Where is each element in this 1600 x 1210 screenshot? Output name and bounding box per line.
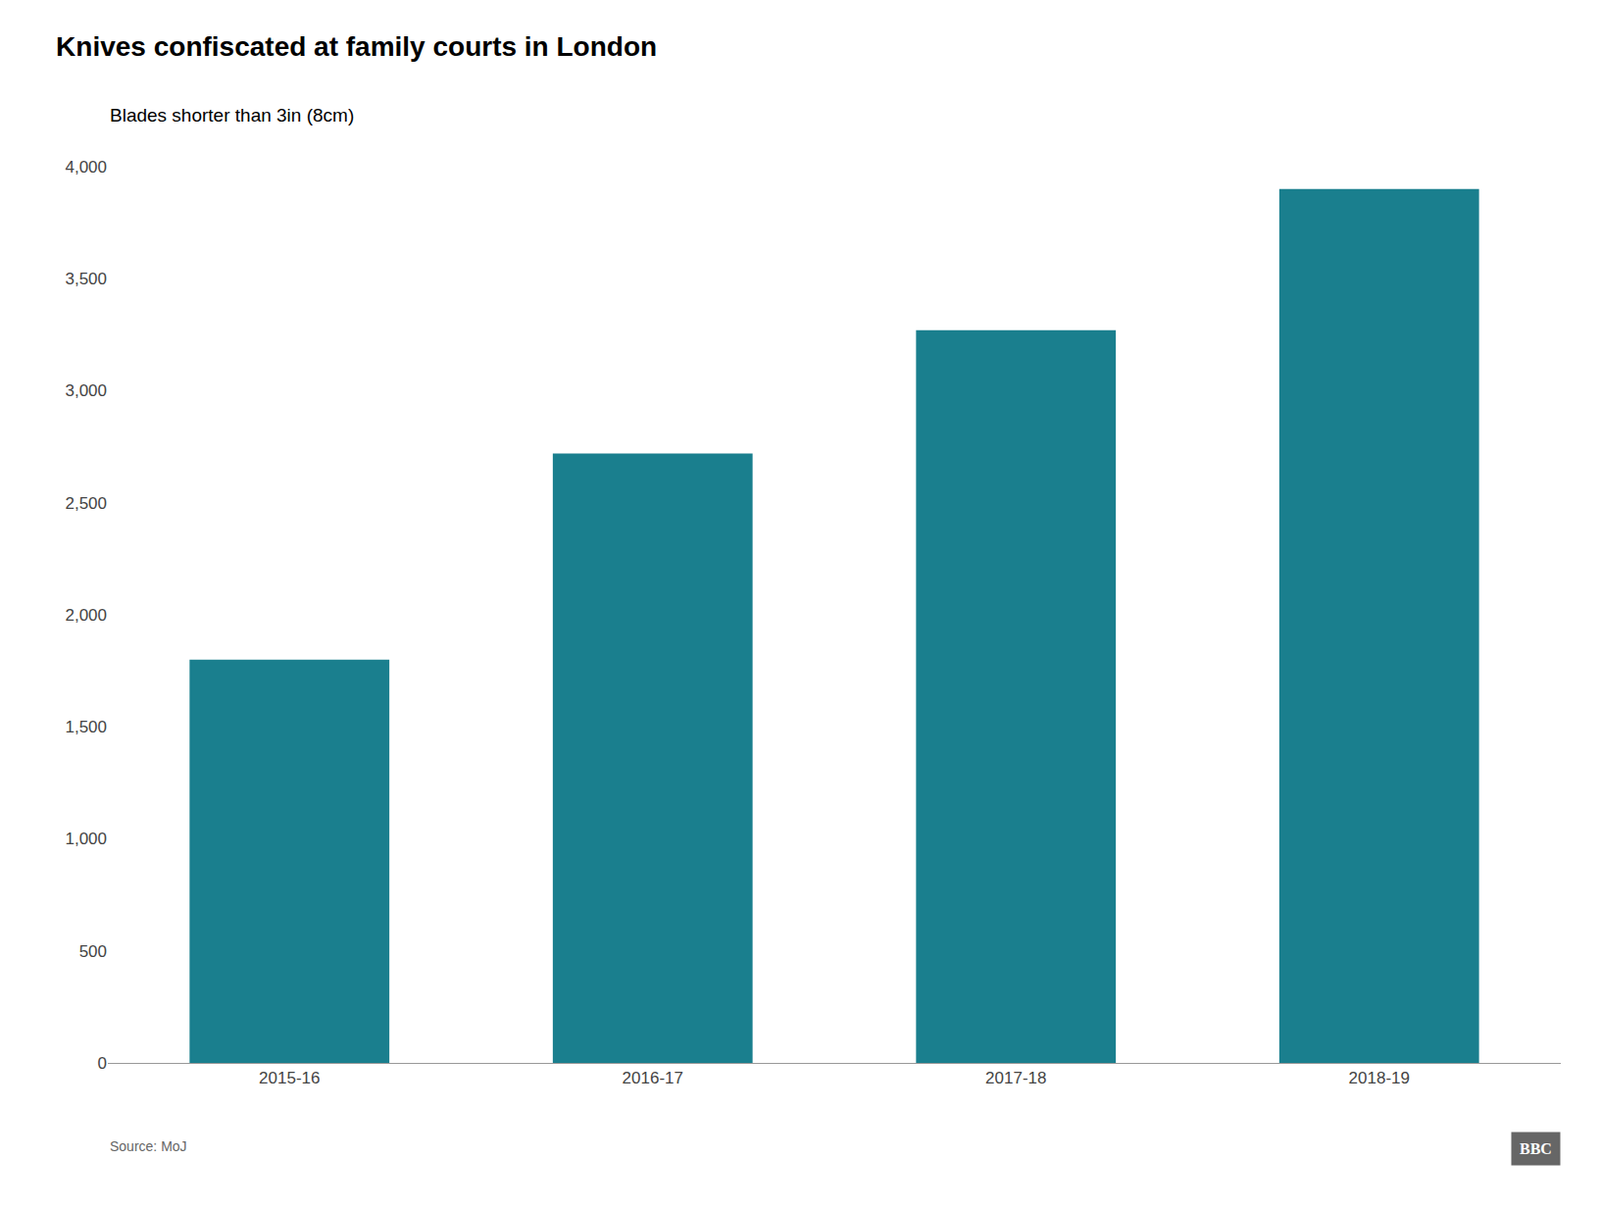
- svg-text:2015-16: 2015-16: [258, 1068, 320, 1088]
- svg-text:2017-18: 2017-18: [985, 1068, 1047, 1088]
- svg-text:3,000: 3,000: [64, 381, 107, 400]
- svg-text:Blades shorter than 3in (8cm): Blades shorter than 3in (8cm): [109, 104, 354, 126]
- svg-text:1,000: 1,000: [64, 829, 107, 849]
- svg-text:1,500: 1,500: [64, 717, 107, 737]
- svg-text:2016-17: 2016-17: [622, 1068, 684, 1088]
- svg-text:500: 500: [79, 942, 107, 961]
- svg-text:Knives confiscated at family c: Knives confiscated at family courts in L…: [55, 31, 657, 62]
- svg-text:0: 0: [98, 1053, 107, 1073]
- svg-text:BBC: BBC: [1519, 1140, 1552, 1157]
- svg-text:Source: MoJ: Source: MoJ: [109, 1138, 188, 1154]
- svg-text:3,500: 3,500: [64, 269, 107, 289]
- svg-text:2,000: 2,000: [64, 605, 107, 625]
- svg-text:2,500: 2,500: [64, 494, 107, 513]
- svg-text:2018-19: 2018-19: [1349, 1068, 1410, 1088]
- svg-text:4,000: 4,000: [64, 157, 107, 177]
